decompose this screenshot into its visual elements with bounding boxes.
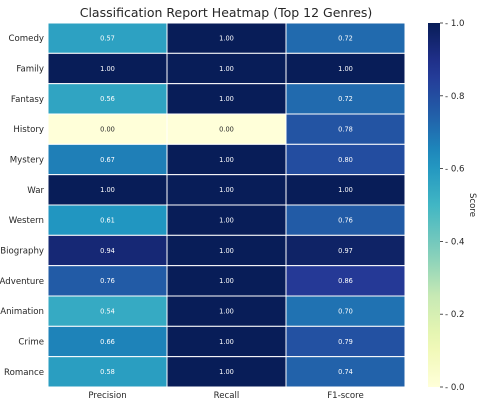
cell-value-label: 0.76 xyxy=(100,277,115,285)
cell-value-label: 0.56 xyxy=(100,95,115,103)
cell-value-label: 0.78 xyxy=(338,125,353,133)
y-tick-label: Comedy xyxy=(9,34,44,44)
cell-value-label: 1.00 xyxy=(100,65,115,73)
cell-value-label: 0.80 xyxy=(338,156,353,164)
colorbar-tick-label: - 1.0 xyxy=(445,19,465,29)
cell-value-label: 1.00 xyxy=(219,216,234,224)
cell-value-label: 0.61 xyxy=(100,216,115,224)
y-tick-label: Western xyxy=(9,216,44,226)
heatmap-cell xyxy=(285,356,406,388)
cell-value-label: 0.72 xyxy=(338,34,353,42)
heatmap-cell xyxy=(285,174,406,206)
y-tick-label: Romance xyxy=(4,368,44,378)
heatmap-cell xyxy=(285,234,406,267)
colorbar-tick-label: - 0.2 xyxy=(445,310,465,320)
cell-value-label: 0.86 xyxy=(338,277,353,285)
cell-value-label: 0.79 xyxy=(338,338,353,346)
colorbar-tick-label: - 0.8 xyxy=(445,92,465,102)
cell-value-label: 0.72 xyxy=(338,95,353,103)
cell-value-label: 0.00 xyxy=(100,125,115,133)
colorbar-tick-label: - 0.0 xyxy=(445,383,465,393)
cell-value-label: 1.00 xyxy=(219,338,234,346)
heatmap-cell xyxy=(47,22,168,54)
heatmap-cell xyxy=(285,295,406,327)
cell-value-label: 0.57 xyxy=(100,34,115,42)
heatmap-cells: 0.57 1.00 0.72 1.00 1.00 1.00 0.56 1.00 0.72 0.00… xyxy=(47,22,406,388)
heatmap-cell xyxy=(47,234,168,267)
heatmap-cell xyxy=(166,22,287,54)
heatmap-cell xyxy=(166,143,287,176)
cell-value-label: 1.00 xyxy=(219,247,234,255)
x-tick-label: Precision xyxy=(88,391,126,401)
cell-value-label: 0.94 xyxy=(100,247,115,255)
colorbar-tick-label: - 0.4 xyxy=(445,237,465,247)
heatmap-cell xyxy=(166,204,287,236)
y-tick-label: Adventure xyxy=(0,277,44,287)
y-tick-label: War xyxy=(27,186,44,196)
cell-value-label: 0.74 xyxy=(338,368,353,376)
y-tick-labels: Comedy Family Fantasy History Mystery War West… xyxy=(0,34,44,378)
heatmap-cell xyxy=(166,356,287,388)
cell-value-label: 1.00 xyxy=(219,156,234,164)
x-tick-label: F1-score xyxy=(327,391,364,401)
cell-value-label: 0.58 xyxy=(100,368,115,376)
cell-value-label: 0.54 xyxy=(100,307,115,315)
cell-value-label: 0.70 xyxy=(338,307,353,315)
y-tick-label: Mystery xyxy=(10,156,44,166)
cell-value-label: 0.00 xyxy=(219,125,234,133)
cell-value-label: 0.97 xyxy=(338,247,353,255)
y-tick-label: Biography xyxy=(0,247,44,257)
colorbar-tick-label: - 0.6 xyxy=(445,165,465,175)
cell-value-label: 0.66 xyxy=(100,338,115,346)
y-tick-label: History xyxy=(13,125,44,135)
heatmap-cell xyxy=(47,356,168,388)
y-tick-label: Crime xyxy=(18,338,44,348)
heatmap-cell xyxy=(285,204,406,236)
heatmap-cell xyxy=(166,295,287,327)
x-tick-label: Recall xyxy=(214,391,240,401)
heatmap-cell xyxy=(47,295,168,327)
colorbar-ticks: - 0.0 - 0.2 - 0.4 - 0.6 - 0.8 - 1.0 xyxy=(440,19,465,393)
heatmap-cell xyxy=(47,204,168,236)
heatmap-cell xyxy=(166,83,287,115)
heatmap-cell xyxy=(285,325,406,358)
cell-value-label: 0.76 xyxy=(338,216,353,224)
heatmap-cell xyxy=(285,113,406,145)
heatmap-cell xyxy=(47,113,168,145)
cell-value-label: 1.00 xyxy=(219,307,234,315)
cell-value-label: 1.00 xyxy=(219,65,234,73)
heatmap-cell xyxy=(285,52,406,85)
heatmap-cell xyxy=(285,265,406,297)
cell-value-label: 1.00 xyxy=(219,186,234,194)
cell-value-label: 1.00 xyxy=(219,34,234,42)
y-tick-label: Animation xyxy=(0,307,44,317)
cell-value-label: 0.67 xyxy=(100,156,115,164)
y-tick-label: Family xyxy=(16,65,44,75)
x-tick-labels: Precision Recall F1-score xyxy=(88,391,363,401)
cell-value-label: 1.00 xyxy=(219,277,234,285)
cell-value-label: 1.00 xyxy=(219,95,234,103)
heatmap-cell xyxy=(166,234,287,267)
chart-title: Classification Report Heatmap (Top 12 Ge… xyxy=(80,5,373,20)
heatmap-cell xyxy=(166,174,287,206)
y-tick-label: Fantasy xyxy=(11,95,44,105)
cell-value-label: 1.00 xyxy=(100,186,115,194)
colorbar-label: Score xyxy=(467,193,477,217)
cell-value-label: 1.00 xyxy=(338,186,353,194)
colorbar: - 0.0 - 0.2 - 0.4 - 0.6 - 0.8 - 1.0 Score xyxy=(428,19,477,393)
colorbar-gradient xyxy=(428,23,440,387)
heatmap-cell xyxy=(47,325,168,358)
heatmap-cell xyxy=(285,22,406,54)
cell-value-label: 1.00 xyxy=(338,65,353,73)
heatmap-cell xyxy=(47,174,168,206)
cell-value-label: 1.00 xyxy=(219,368,234,376)
